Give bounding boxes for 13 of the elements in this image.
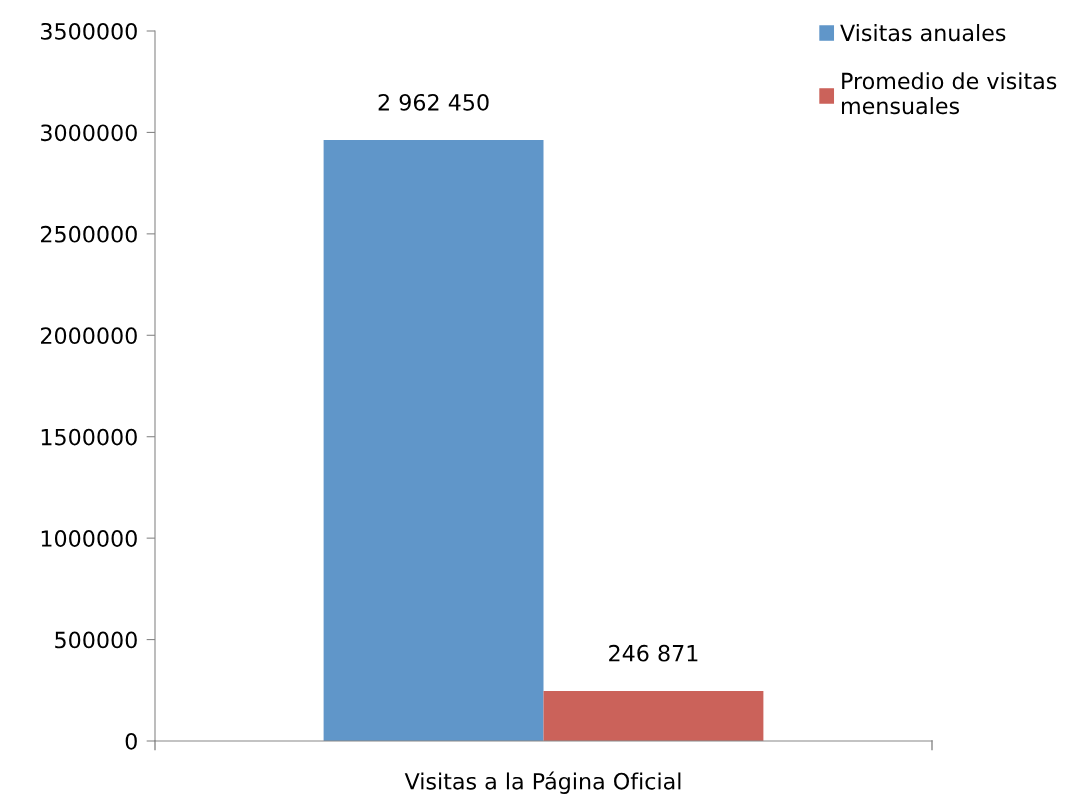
y-tick-label: 0: [125, 732, 137, 750]
y-tick-label: 2500000: [40, 225, 137, 243]
y-tick-label: 1500000: [41, 428, 137, 446]
data-label: 2 962 450: [378, 93, 489, 111]
y-tick-label: 3000000: [41, 124, 137, 142]
y-tick-label: 3500000: [41, 22, 137, 40]
y-tick-label: 2000000: [40, 327, 137, 345]
data-label: 246 871: [609, 644, 698, 662]
legend-label: Promedio de visitas mensuales: [842, 72, 1057, 115]
y-tick-label: 1000000: [41, 530, 137, 547]
y-tick-label: 500000: [55, 631, 137, 649]
x-tick-label: Visitas a la Página Oficial: [404, 771, 681, 794]
legend-label: Visitas anuales: [840, 23, 1006, 42]
